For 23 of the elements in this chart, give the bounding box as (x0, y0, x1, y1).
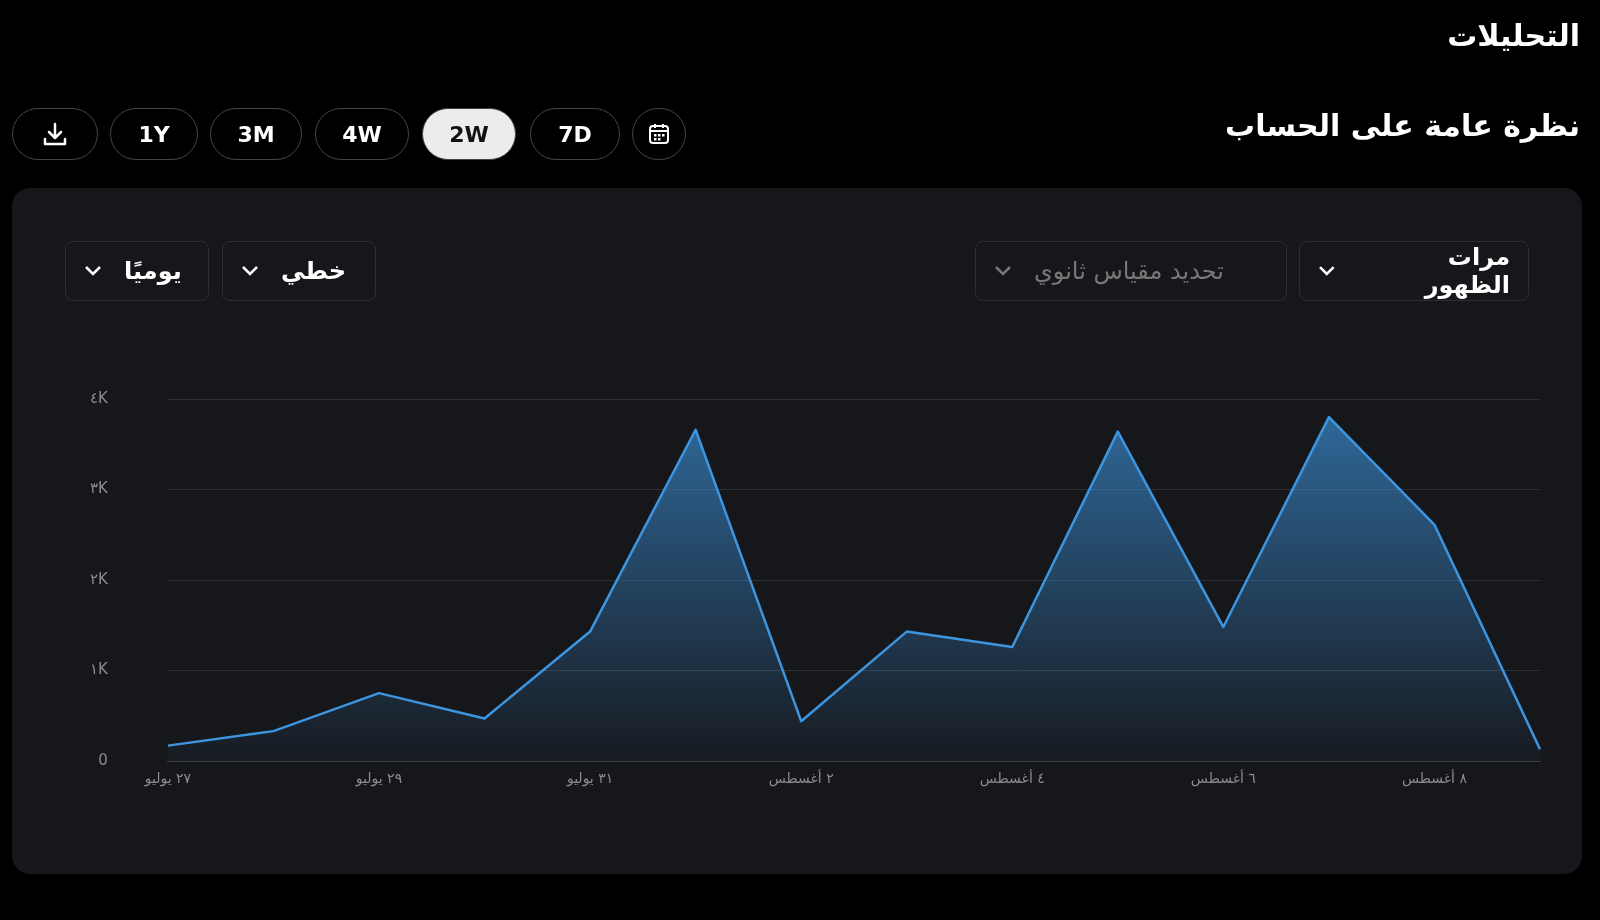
y-tick-label: ٤K (89, 388, 110, 407)
text: يوميًا (124, 257, 182, 285)
x-tick-label: ٦ أغسطس (1190, 769, 1256, 788)
y-tick-label: ٢K (89, 569, 110, 588)
y-tick-label: ٣K (89, 479, 110, 498)
x-tick-label: ٣١ يوليو (565, 770, 614, 788)
chart-title: التحليلات (1447, 18, 1580, 53)
text: تحديد مقياس ثانوي (1034, 257, 1225, 285)
x-tick-label: ٢ أغسطس (768, 769, 834, 788)
x-tick-label: ٤ أغسطس (979, 769, 1045, 788)
text: 3M (210, 108, 302, 160)
x-tick-label: ٢٩ يوليو (354, 770, 403, 788)
chart-subtitle: نظرة عامة على الحساب (1225, 108, 1580, 143)
text: 4W (315, 108, 409, 160)
x-tick-label: ٨ أغسطس (1401, 769, 1468, 788)
text: مرات الظهور (1422, 243, 1510, 299)
text: خطي (281, 257, 346, 285)
text: 7D (530, 108, 620, 160)
y-tick-label: 0 (98, 750, 108, 769)
y-tick-label: ١K (89, 660, 110, 679)
x-tick-label: ٢٧ يوليو (143, 770, 192, 788)
text: 1Y (110, 108, 198, 160)
text: 2W (422, 108, 516, 160)
